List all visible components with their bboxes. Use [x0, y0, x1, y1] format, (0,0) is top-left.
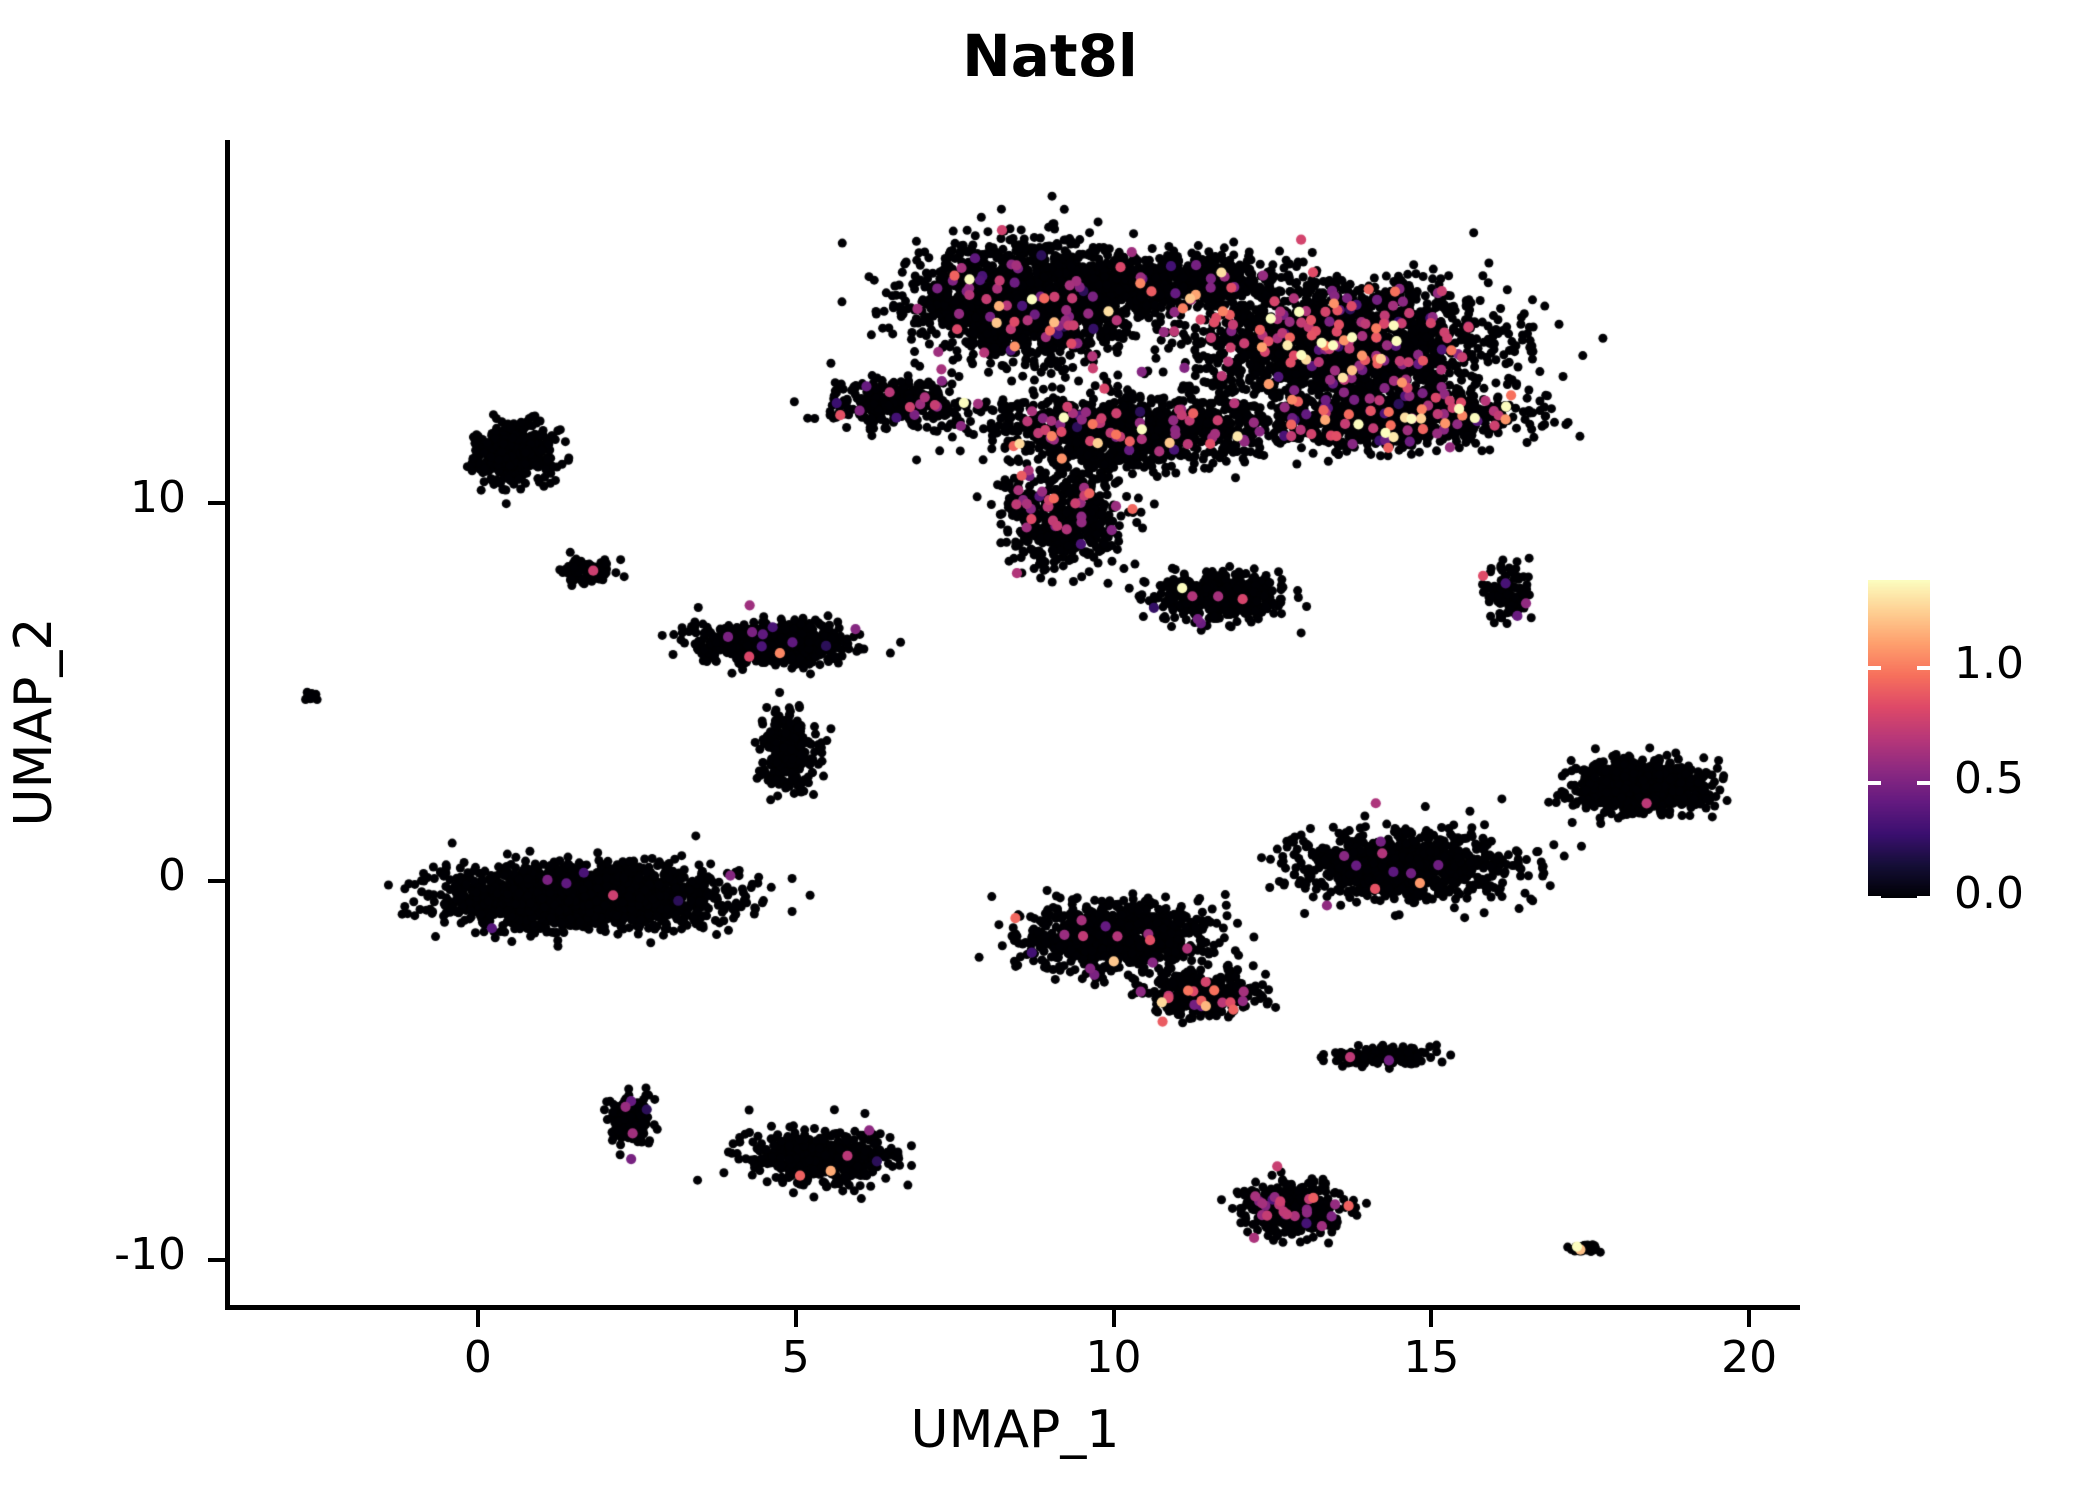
axis-spine-left [225, 140, 230, 1310]
colorbar-tick-mark [1868, 665, 1930, 670]
colorbar: 1.0 0.5 0.0 [1868, 580, 2098, 919]
colorbar-gradient [1868, 580, 1930, 898]
colorbar-tick-label: 1.0 [1954, 637, 2024, 689]
x-tick-label: 5 [781, 1332, 810, 1383]
y-tick-mark [208, 879, 225, 884]
x-tick-mark [1747, 1310, 1752, 1327]
colorbar-tick-label: 0.0 [1954, 868, 2024, 919]
y-tick-label: 0 [158, 850, 186, 902]
colorbar-tick-mark [1868, 780, 1930, 785]
axis-spine-bottom [225, 1305, 1800, 1310]
chart-title: Nat8l [962, 22, 1138, 90]
y-tick-label: 10 [130, 472, 186, 524]
x-tick-mark [793, 1310, 798, 1327]
x-tick-mark [1429, 1310, 1434, 1327]
x-tick-mark [475, 1310, 480, 1327]
colorbar-tick-label: 0.5 [1954, 752, 2024, 804]
y-tick-mark [208, 1257, 225, 1262]
x-tick-label: 15 [1403, 1332, 1460, 1383]
x-tick-label: 20 [1721, 1332, 1778, 1383]
colorbar-tick-mark [1868, 896, 1930, 900]
y-tick-mark [208, 501, 225, 506]
scatter-plot-canvas [230, 140, 1800, 1305]
y-axis-label: UMAP_2 [4, 617, 64, 827]
x-axis-label: UMAP_1 [910, 1400, 1120, 1460]
x-tick-label: 10 [1085, 1332, 1142, 1383]
plot-axes: 0 5 10 15 20 10 0 -10 UMAP_1 UMAP_2 [4, 140, 1800, 1460]
x-tick-label: 0 [463, 1332, 492, 1383]
y-tick-label: -10 [114, 1228, 186, 1280]
x-tick-mark [1111, 1310, 1116, 1327]
